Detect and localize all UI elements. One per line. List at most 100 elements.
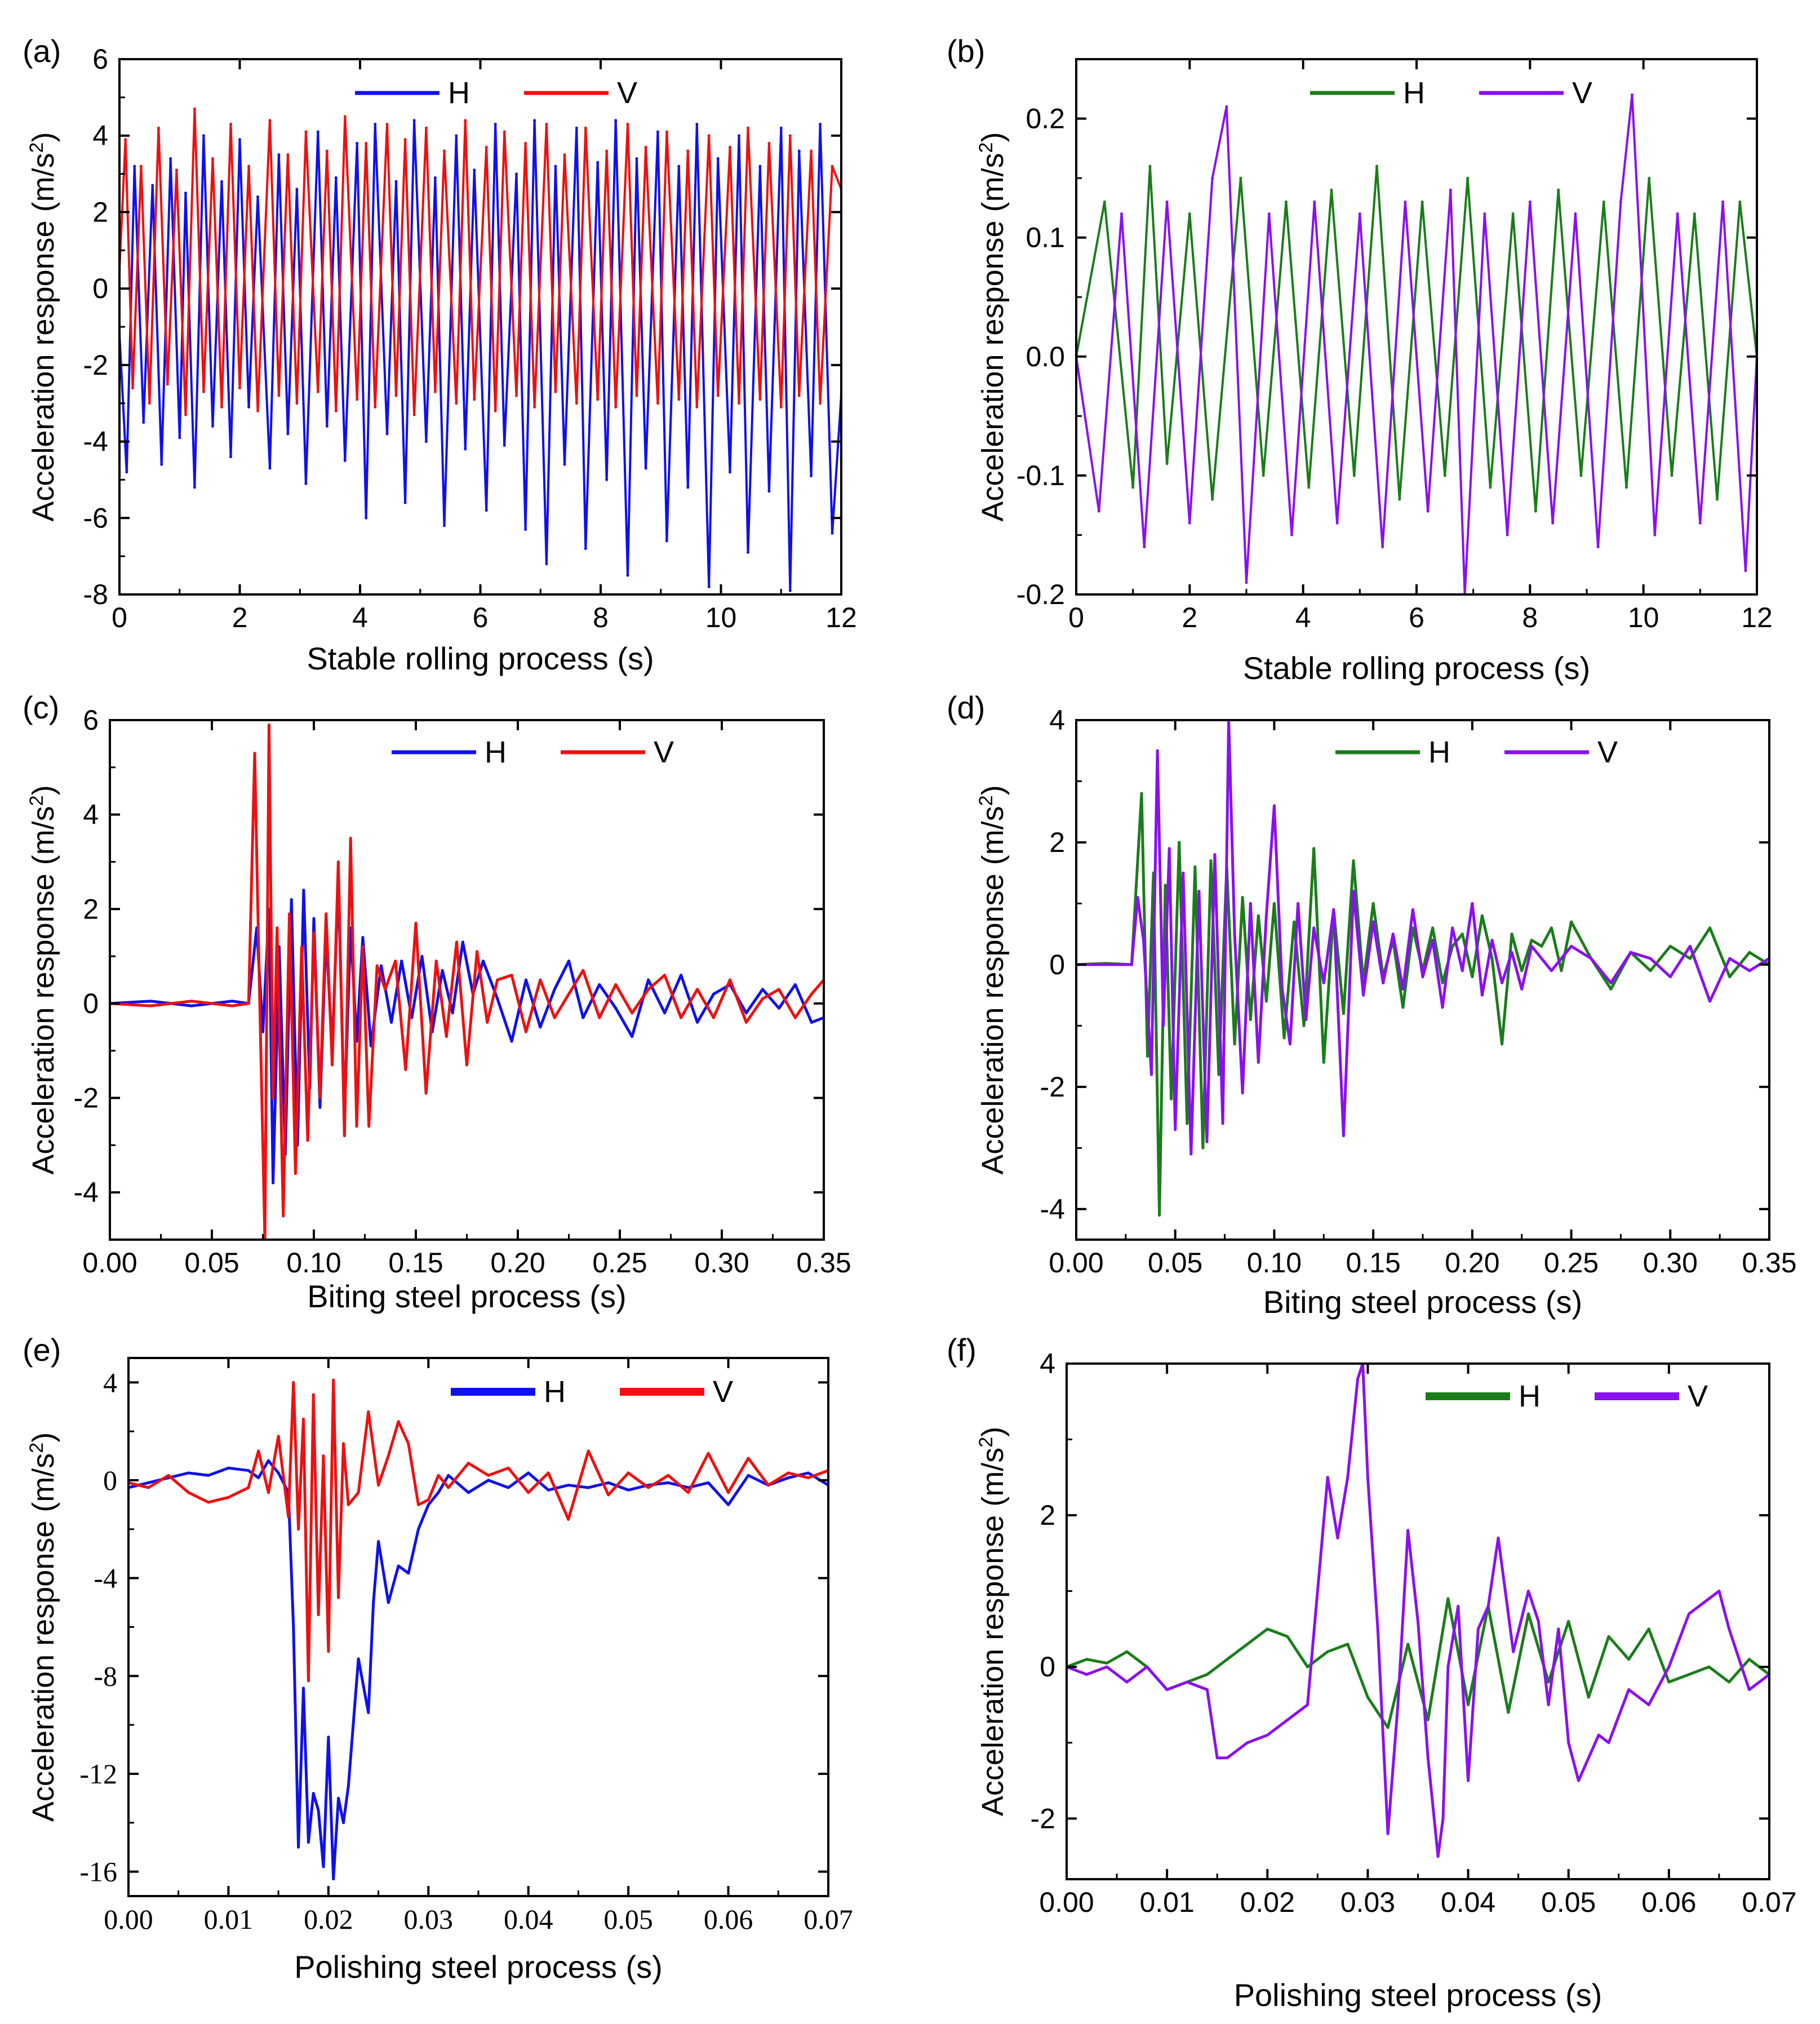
x-tick-label: 0.06 [1641, 1887, 1696, 1918]
data-point-V [539, 978, 542, 982]
data-point-V [455, 402, 458, 405]
data-point-H [1467, 1703, 1470, 1706]
data-point-H [1501, 1042, 1504, 1046]
y-tick-label: 6 [92, 43, 108, 75]
data-point-V [306, 1139, 309, 1142]
data-point-V [300, 945, 303, 948]
data-point-H [482, 960, 485, 962]
data-point-V [1506, 533, 1509, 536]
data-point-H [575, 126, 578, 130]
data-point-H [318, 1106, 322, 1109]
data-point-V [1297, 902, 1300, 905]
data-point-V [1401, 987, 1405, 991]
data-point-H [1540, 944, 1543, 948]
x-tick-label: 0.00 [1039, 1887, 1094, 1918]
data-point-V [447, 1486, 450, 1489]
data-point-V [166, 383, 169, 386]
data-point-H [230, 1000, 234, 1003]
data-point-V [1366, 1476, 1369, 1479]
data-point-V [1120, 212, 1123, 215]
data-point-V [1352, 890, 1355, 893]
data-point-H [467, 1491, 470, 1494]
data-point-H [1125, 1650, 1129, 1653]
data-point-V [286, 153, 290, 157]
data-point-V [614, 406, 618, 409]
data-point-H [553, 988, 556, 991]
data-point-V [1471, 902, 1474, 905]
x-tick-label: 0.06 [704, 1903, 753, 1935]
data-point-H [187, 1471, 190, 1475]
data-point-H [394, 180, 398, 183]
data-point-V [1483, 212, 1486, 215]
data-point-V [272, 1097, 275, 1099]
data-point-V [1162, 1024, 1165, 1027]
data-point-V [253, 752, 256, 755]
data-point-V [1411, 908, 1414, 911]
data-point-H [1286, 1635, 1289, 1638]
data-point-V [1358, 212, 1361, 215]
data-point-H [747, 551, 749, 554]
data-point-V [647, 1486, 650, 1489]
data-point-V [545, 122, 548, 126]
data-point-H [607, 1481, 610, 1484]
data-point-V [1451, 926, 1454, 930]
data-point-H [133, 165, 136, 168]
data-point-V [295, 402, 299, 405]
data-point-V [287, 1515, 290, 1519]
data-point-V [139, 165, 143, 168]
data-point-V [575, 402, 578, 405]
x-tick-label: 10 [1628, 602, 1659, 633]
data-point-V [677, 398, 681, 401]
data-point-H [420, 955, 424, 958]
data-point-V [1748, 969, 1751, 973]
data-point-H [631, 1035, 634, 1038]
data-point-H [1186, 1122, 1189, 1125]
data-point-H [1371, 902, 1375, 905]
data-point-V [148, 402, 151, 405]
y-tick-label: -4 [83, 426, 108, 458]
data-point-H [433, 176, 437, 179]
data-point-V [1150, 1073, 1153, 1076]
y-tick-label: -6 [83, 502, 108, 534]
data-point-V [707, 1452, 710, 1455]
y-tick-label: 0 [92, 273, 108, 304]
data-point-H [1249, 1018, 1252, 1021]
panel-label: (d) [947, 690, 985, 725]
series-line-V [1076, 720, 1769, 1156]
data-point-H [1146, 1055, 1149, 1058]
data-point-V [375, 964, 379, 967]
data-point-H [1205, 1673, 1209, 1676]
data-point-H [403, 501, 407, 504]
data-point-V [343, 1134, 346, 1138]
y-tick-label: -8 [94, 1660, 117, 1692]
data-point-H [220, 180, 223, 183]
data-point-H [587, 1486, 590, 1489]
data-point-H [267, 1459, 270, 1462]
x-tick-label: 0.10 [1247, 1247, 1302, 1279]
data-point-H [1527, 1612, 1530, 1615]
data-point-V [292, 1381, 295, 1384]
data-point-V [686, 149, 690, 153]
data-point-V [819, 402, 822, 405]
data-point-V [332, 1378, 335, 1382]
data-point-V [357, 1491, 360, 1494]
data-point-V [1143, 545, 1146, 549]
data-point-V [277, 394, 281, 397]
data-point-H [1282, 1036, 1286, 1040]
data-point-H [1241, 896, 1244, 899]
data-point-V [635, 394, 638, 397]
data-point-V [581, 969, 585, 972]
data-point-H [142, 421, 145, 424]
x-axis-label: Biting steel process (s) [307, 1279, 626, 1314]
data-point-H [1647, 1627, 1650, 1631]
data-point-V [1721, 200, 1725, 203]
data-point-H [547, 1488, 550, 1492]
data-point-H [1386, 1726, 1390, 1729]
data-point-V [184, 413, 187, 416]
data-point-H [545, 562, 548, 566]
data-point-V [325, 912, 328, 916]
data-point-H [663, 1011, 667, 1015]
data-point-V [385, 122, 389, 126]
data-point-H [1266, 1627, 1269, 1631]
y-axis-label: Acceleration response (m/s2) [975, 132, 1010, 521]
